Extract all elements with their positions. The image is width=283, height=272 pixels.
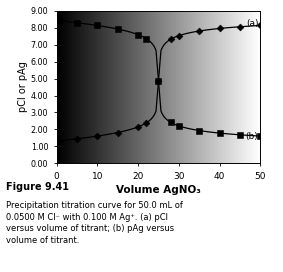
- Text: Figure 9.41: Figure 9.41: [6, 182, 72, 192]
- Text: Precipitation titration curve for 50.0 mL of
0.0500 M Cl⁻ with 0.100 M Ag⁺. (a) : Precipitation titration curve for 50.0 m…: [6, 201, 183, 245]
- Text: (b): (b): [246, 132, 258, 141]
- Y-axis label: pCl or pAg: pCl or pAg: [18, 61, 28, 113]
- Text: (a): (a): [246, 19, 258, 28]
- X-axis label: Volume AgNO₃: Volume AgNO₃: [116, 185, 201, 195]
